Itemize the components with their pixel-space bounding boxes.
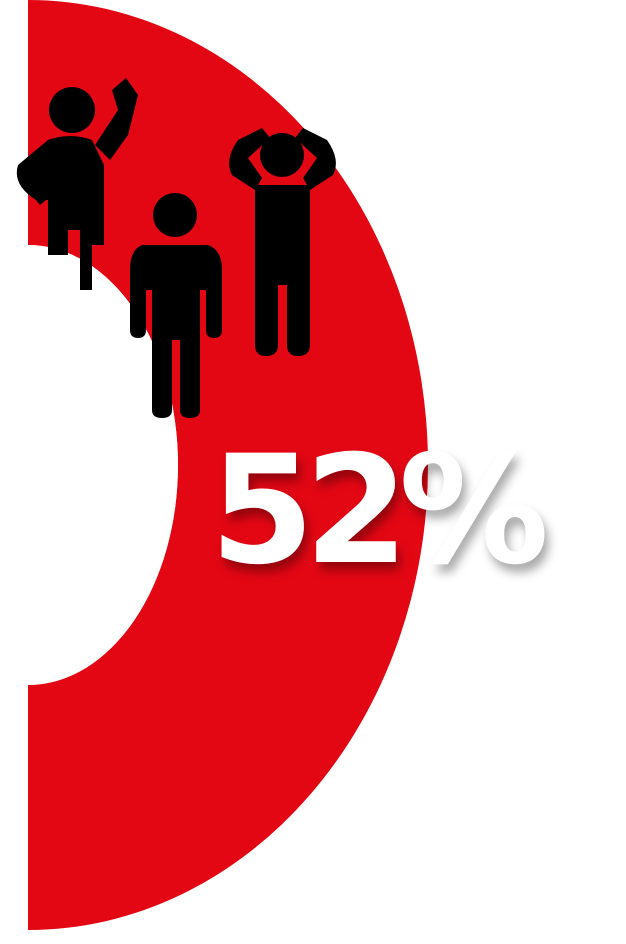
ring-hole: [0, 245, 178, 685]
person-hand-on-head-icon: [16, 78, 138, 290]
percent-value-label: 52%: [210, 424, 545, 598]
person-hands-on-head-icon: [229, 128, 336, 356]
person-standing-icon: [130, 193, 222, 418]
red-ring-segment: [28, 0, 428, 930]
